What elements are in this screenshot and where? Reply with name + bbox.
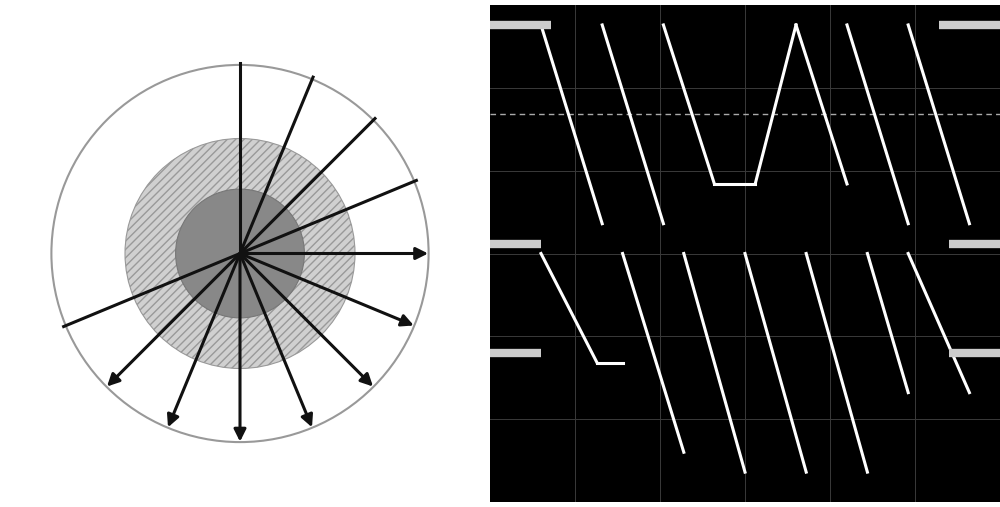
Circle shape (176, 189, 304, 318)
Circle shape (125, 138, 355, 369)
Circle shape (51, 65, 429, 442)
